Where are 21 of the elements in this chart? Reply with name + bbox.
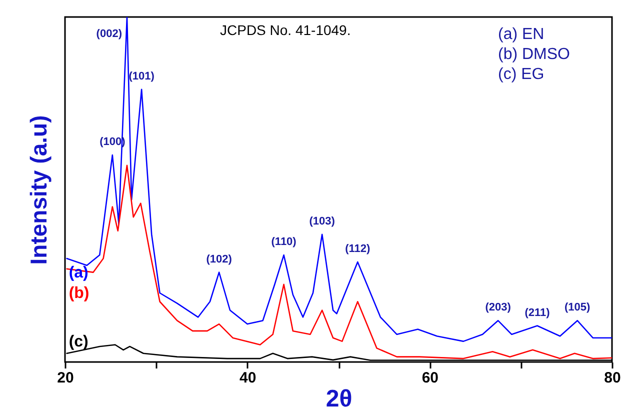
- annotation: (102): [206, 253, 232, 266]
- annotation: (105): [564, 302, 591, 314]
- x-tick-label: 20: [57, 370, 74, 386]
- series-label: (b): [68, 284, 90, 302]
- series-label: (c): [68, 333, 88, 350]
- annotation: (112): [345, 242, 371, 255]
- x-tick-label: 40: [239, 370, 256, 386]
- x-axis-title: 2θ: [326, 386, 352, 412]
- y-axis-title: Intensity (a.u): [26, 115, 52, 265]
- annotation: (b) DMSO: [498, 46, 570, 63]
- annotation: (211): [524, 306, 550, 319]
- annotation: (110): [271, 236, 297, 248]
- annotation: (203): [485, 302, 512, 314]
- annotation: (c) EG: [498, 66, 544, 83]
- annotation: (101): [128, 70, 155, 82]
- annotation: (a) EN: [498, 26, 544, 43]
- annotation: JCPDS No. 41-1049.: [220, 22, 351, 38]
- x-tick-label: 60: [422, 370, 439, 386]
- x-tick-label: 80: [604, 370, 621, 386]
- annotation: (002): [96, 28, 122, 40]
- annotation: (103): [309, 215, 336, 228]
